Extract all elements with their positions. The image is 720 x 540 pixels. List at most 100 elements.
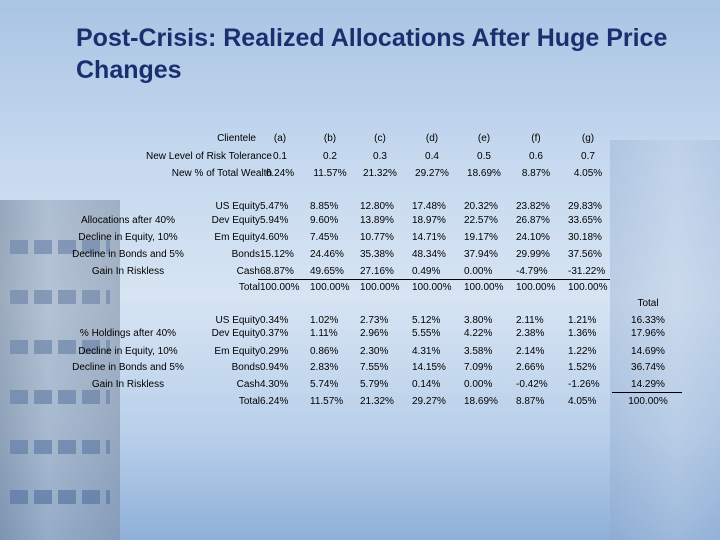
allocation-value: 100.00%	[464, 282, 504, 293]
holding-value: 5.55%	[412, 328, 441, 339]
row-label-total: Total	[238, 282, 260, 293]
holding-value: 0.37%	[260, 328, 289, 339]
holding-value: 2.38%	[516, 328, 545, 339]
holding-value: 21.32%	[360, 396, 394, 407]
holding-value: -1.26%	[568, 379, 600, 390]
holding-value: 2.66%	[516, 362, 545, 373]
holding-value: 29.27%	[412, 396, 446, 407]
section2-note: Gain In Riskless	[91, 379, 165, 390]
allocation-value: 100.00%	[260, 282, 300, 293]
allocation-value: 14.71%	[412, 232, 446, 243]
holding-value: 2.73%	[360, 315, 389, 326]
holding-value: 5.74%	[310, 379, 339, 390]
risk-value: 0.5	[477, 151, 491, 162]
allocation-value: 27.16%	[360, 266, 394, 277]
holding-value: 3.58%	[464, 346, 493, 357]
risk-value: 0.7	[581, 151, 595, 162]
allocation-value: 0.49%	[412, 266, 441, 277]
total-divider	[258, 279, 610, 280]
allocation-value: 30.18%	[568, 232, 602, 243]
holding-value: -0.42%	[516, 379, 548, 390]
holding-value: 4.22%	[464, 328, 493, 339]
row-label-total: Total	[238, 396, 260, 407]
row-label-us-equity: US Equity	[215, 201, 260, 212]
holding-value: 14.15%	[412, 362, 446, 373]
column-header-d: (d)	[425, 133, 439, 144]
section1-note: Decline in Bonds and 5%	[72, 249, 184, 260]
holding-value: 8.87%	[516, 396, 545, 407]
holding-value: 0.94%	[260, 362, 289, 373]
holding-value: 7.55%	[360, 362, 389, 373]
slide-title: Post-Crisis: Realized Allocations After …	[76, 24, 668, 84]
allocation-value: 9.60%	[310, 215, 339, 226]
wealth-value: 8.87%	[521, 168, 551, 179]
allocation-value: 49.65%	[310, 266, 344, 277]
holding-value: 4.05%	[568, 396, 597, 407]
allocation-value: 100.00%	[360, 282, 400, 293]
holding-value: 2.14%	[516, 346, 545, 357]
allocation-value: 7.45%	[310, 232, 339, 243]
holding-value: 1.02%	[310, 315, 339, 326]
allocation-value: 5.94%	[260, 215, 289, 226]
allocation-value: 29.83%	[568, 201, 602, 212]
column-header-g: (g)	[581, 133, 595, 144]
row-label-cash: Cash	[236, 266, 260, 277]
allocation-value: 20.32%	[464, 201, 498, 212]
allocation-value: 100.00%	[412, 282, 452, 293]
allocation-value: 100.00%	[568, 282, 608, 293]
allocation-value: 24.10%	[516, 232, 550, 243]
section1-note: Allocations after 40%	[81, 215, 175, 226]
allocation-value: 68.87%	[260, 266, 294, 277]
holding-value: 3.80%	[464, 315, 493, 326]
allocation-value: 35.38%	[360, 249, 394, 260]
section1-note: Decline in Equity, 10%	[78, 232, 178, 243]
background-building-left	[0, 200, 120, 540]
row-label-dev-equity: Dev Equity	[211, 215, 260, 226]
background-building-right	[610, 140, 720, 540]
allocation-value: 26.87%	[516, 215, 550, 226]
total-wealth-label: New % of Total Wealth	[171, 168, 272, 179]
wealth-value: 6.24%	[265, 168, 295, 179]
column-header-f: (f)	[531, 133, 541, 144]
holding-value: 1.22%	[568, 346, 597, 357]
risk-tolerance-label: New Level of Risk Tolerance	[146, 151, 272, 162]
allocation-value: 13.89%	[360, 215, 394, 226]
holding-value: 0.29%	[260, 346, 289, 357]
holding-value: 2.11%	[516, 315, 544, 326]
holding-value: 0.14%	[412, 379, 441, 390]
allocation-value: 33.65%	[568, 215, 602, 226]
column-header-e: (e)	[477, 133, 491, 144]
risk-value: 0.6	[529, 151, 543, 162]
risk-value: 0.3	[373, 151, 387, 162]
clientele-label: Clientele	[217, 133, 256, 144]
wealth-value: 18.69%	[467, 168, 501, 179]
holding-value: 5.12%	[412, 315, 441, 326]
allocation-value: 48.34%	[412, 249, 446, 260]
holding-value: 0.34%	[260, 315, 289, 326]
allocation-value: 10.77%	[360, 232, 394, 243]
holding-value: 1.21%	[568, 315, 597, 326]
allocation-value: 29.99%	[516, 249, 550, 260]
allocation-value: 17.48%	[412, 201, 446, 212]
holding-value: 1.11%	[310, 328, 338, 339]
holding-total: 14.29%	[631, 379, 665, 390]
allocation-value: 0.00%	[464, 266, 493, 277]
risk-value: 0.1	[273, 151, 287, 162]
wealth-value: 29.27%	[415, 168, 449, 179]
row-label-us-equity: US Equity	[215, 315, 260, 326]
holding-value: 7.09%	[464, 362, 493, 373]
holding-value: 2.96%	[360, 328, 389, 339]
allocation-value: 15.12%	[260, 249, 294, 260]
row-label-em-equity: Em Equity	[214, 346, 260, 357]
column-header-a: (a)	[273, 133, 287, 144]
allocation-value: 23.82%	[516, 201, 550, 212]
allocation-value: 5.47%	[260, 201, 289, 212]
holding-value: 6.24%	[260, 396, 289, 407]
row-label-cash: Cash	[236, 379, 260, 390]
row-label-bonds: Bonds	[231, 362, 260, 373]
holding-total: 17.96%	[631, 328, 665, 339]
wealth-value: 4.05%	[573, 168, 603, 179]
allocation-value: 100.00%	[516, 282, 556, 293]
section2-note: Decline in Bonds and 5%	[72, 362, 184, 373]
